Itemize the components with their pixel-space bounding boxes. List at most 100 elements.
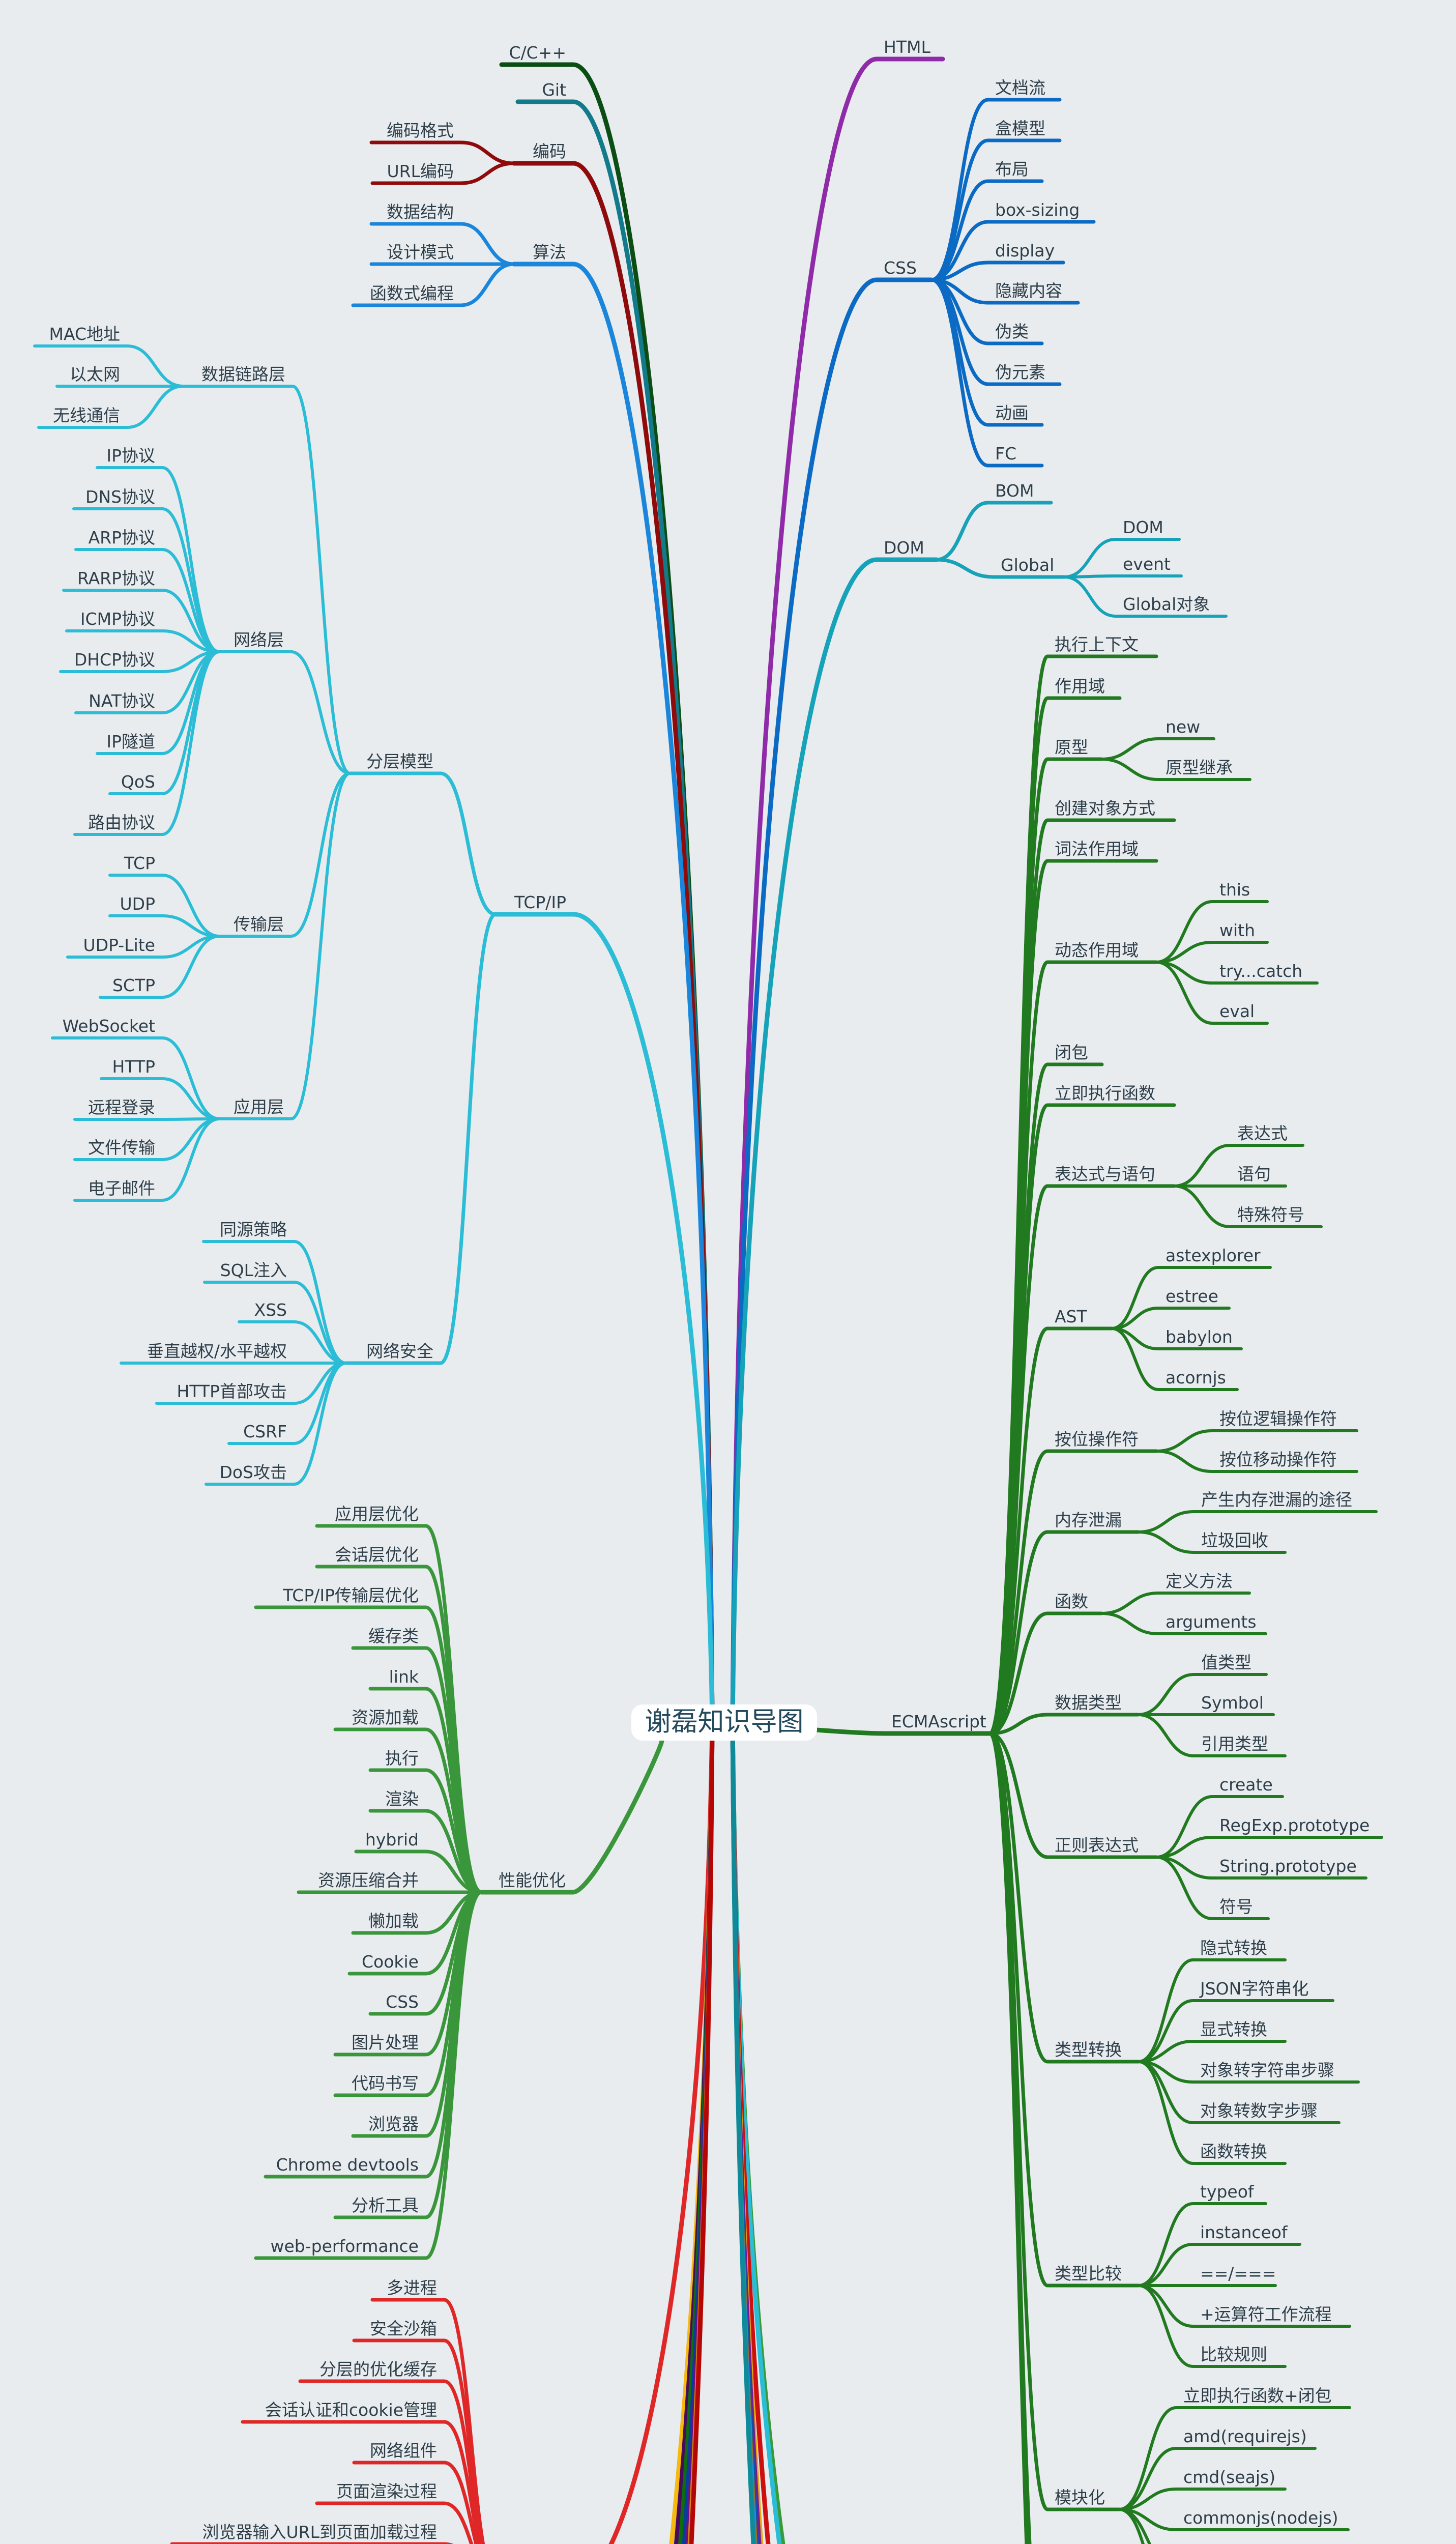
node-label-app3[interactable]: 远程登录	[88, 1097, 155, 1117]
node-label-es163[interactable]: 显式转换	[1200, 2019, 1267, 2039]
node-label-br3[interactable]: 分层的优化缓存	[319, 2359, 437, 2379]
node-label-css9[interactable]: 动画	[995, 403, 1029, 423]
node-label-dom23[interactable]: Global对象	[1123, 594, 1210, 614]
node-label-es15[interactable]: 正则表达式	[1055, 1835, 1139, 1855]
node-label-es93[interactable]: 特殊符号	[1237, 1205, 1304, 1225]
node-label-es12[interactable]: 内存泄漏	[1055, 1510, 1122, 1530]
node-label-es154[interactable]: 符号	[1219, 1897, 1253, 1917]
node-label-css4[interactable]: box-sizing	[995, 200, 1080, 220]
node-label-br7[interactable]: 浏览器输入URL到页面加载过程	[202, 2522, 437, 2542]
node-label-es3[interactable]: 原型	[1055, 737, 1088, 757]
node-label-es2[interactable]: 作用域	[1055, 676, 1105, 696]
node-label-net2[interactable]: DNS协议	[85, 487, 155, 507]
node-label-es172[interactable]: instanceof	[1200, 2222, 1288, 2242]
node-label-tr2[interactable]: UDP	[120, 894, 155, 914]
node-label-es[interactable]: ECMAscript	[891, 1712, 986, 1731]
node-label-es63[interactable]: try...catch	[1219, 961, 1302, 981]
node-label-es17[interactable]: 类型比较	[1055, 2264, 1122, 2283]
node-label-css10[interactable]: FC	[995, 444, 1016, 464]
root-node[interactable]: 谢磊知识导图	[631, 1704, 817, 1741]
node-label-es92[interactable]: 语句	[1237, 1164, 1271, 1184]
node-label-perf17[interactable]: Chrome devtools	[276, 2155, 419, 2175]
node-label-es171[interactable]: typeof	[1200, 2182, 1255, 2202]
node-label-es175[interactable]: 比较规则	[1200, 2345, 1267, 2364]
node-label-tcp[interactable]: TCP/IP	[514, 892, 566, 912]
node-label-app4[interactable]: 文件传输	[88, 1138, 155, 1158]
node-label-perf18[interactable]: 分析工具	[352, 2195, 419, 2215]
node-label-dl[interactable]: 数据链路层	[201, 364, 285, 384]
node-label-perf6[interactable]: 资源加载	[352, 1708, 419, 1727]
node-label-es153[interactable]: String.prototype	[1219, 1856, 1357, 1876]
node-label-perf14[interactable]: 图片处理	[352, 2033, 419, 2052]
node-label-es183[interactable]: cmd(seajs)	[1183, 2467, 1275, 2487]
node-label-html[interactable]: HTML	[884, 37, 930, 57]
node-label-es112[interactable]: 按位移动操作符	[1219, 1450, 1337, 1469]
node-label-app[interactable]: 应用层	[234, 1097, 284, 1117]
node-label-css2[interactable]: 盒模型	[995, 119, 1045, 138]
node-label-br4[interactable]: 会话认证和cookie管理	[265, 2400, 437, 2420]
node-label-perf2[interactable]: 会话层优化	[335, 1545, 419, 1565]
node-label-es161[interactable]: 隐式转换	[1200, 1938, 1267, 1958]
node-label-dom22[interactable]: event	[1123, 554, 1171, 574]
node-label-tr3[interactable]: UDP-Lite	[83, 935, 155, 955]
node-label-br2[interactable]: 安全沙箱	[370, 2319, 437, 2338]
node-label-layer[interactable]: 分层模型	[366, 751, 433, 771]
node-label-es162[interactable]: JSON字符串化	[1199, 1979, 1308, 1999]
node-label-dom[interactable]: DOM	[884, 538, 924, 558]
node-label-perf1[interactable]: 应用层优化	[335, 1504, 419, 1524]
node-label-git[interactable]: Git	[542, 80, 566, 100]
node-label-net6[interactable]: DHCP协议	[74, 650, 155, 670]
node-label-es102[interactable]: estree	[1166, 1286, 1218, 1306]
node-label-alg2[interactable]: 设计模式	[387, 242, 454, 262]
node-label-enc1[interactable]: 编码格式	[387, 121, 454, 140]
node-label-es91[interactable]: 表达式	[1237, 1123, 1288, 1143]
node-label-css[interactable]: CSS	[884, 258, 917, 278]
node-label-perf8[interactable]: 渲染	[385, 1789, 419, 1809]
node-label-perf16[interactable]: 浏览器	[368, 2114, 419, 2134]
node-label-br1[interactable]: 多进程	[387, 2278, 437, 2298]
node-label-es141[interactable]: 值类型	[1201, 1653, 1251, 1672]
node-label-es111[interactable]: 按位逻辑操作符	[1219, 1409, 1337, 1429]
node-label-tr1[interactable]: TCP	[124, 853, 155, 873]
node-label-alg[interactable]: 算法	[533, 242, 566, 262]
node-label-es16[interactable]: 类型转换	[1055, 2040, 1122, 2060]
node-label-es184[interactable]: commonjs(nodejs)	[1183, 2508, 1338, 2528]
node-label-perf11[interactable]: 懒加载	[368, 1911, 419, 1931]
node-label-es121[interactable]: 产生内存泄漏的途径	[1201, 1490, 1352, 1510]
node-label-es11[interactable]: 按位操作符	[1055, 1429, 1139, 1449]
node-label-es173[interactable]: ==/===	[1200, 2264, 1276, 2283]
node-label-net[interactable]: 网络层	[234, 630, 284, 650]
node-label-es152[interactable]: RegExp.prototype	[1219, 1815, 1370, 1835]
node-label-dl3[interactable]: 无线通信	[53, 406, 120, 425]
node-label-app2[interactable]: HTTP	[112, 1057, 155, 1077]
node-label-sec7[interactable]: DoS攻击	[219, 1462, 287, 1482]
node-label-css7[interactable]: 伪类	[995, 322, 1029, 341]
node-label-es164[interactable]: 对象转字符串步骤	[1200, 2060, 1334, 2080]
node-label-dom2[interactable]: Global	[1001, 555, 1054, 575]
node-label-es103[interactable]: babylon	[1166, 1327, 1233, 1347]
node-label-dom1[interactable]: BOM	[995, 481, 1034, 501]
node-label-perf19[interactable]: web-performance	[271, 2236, 419, 2256]
node-label-es182[interactable]: amd(requirejs)	[1183, 2426, 1307, 2446]
node-label-perf7[interactable]: 执行	[385, 1748, 419, 1768]
node-label-app1[interactable]: WebSocket	[63, 1016, 155, 1036]
node-label-tr[interactable]: 传输层	[234, 914, 284, 934]
node-label-css5[interactable]: display	[995, 241, 1055, 261]
node-label-es166[interactable]: 函数转换	[1200, 2142, 1267, 2161]
node-label-enc[interactable]: 编码	[533, 141, 566, 161]
node-label-net9[interactable]: QoS	[121, 772, 155, 792]
node-label-es131[interactable]: 定义方法	[1166, 1571, 1233, 1591]
node-label-net10[interactable]: 路由协议	[88, 813, 155, 832]
node-label-es174[interactable]: +运算符工作流程	[1200, 2304, 1332, 2324]
node-label-perf5[interactable]: link	[389, 1667, 419, 1687]
node-label-es31[interactable]: new	[1166, 717, 1200, 737]
node-label-alg3[interactable]: 函数式编程	[370, 283, 454, 303]
node-label-es14[interactable]: 数据类型	[1055, 1693, 1122, 1713]
node-label-es61[interactable]: this	[1219, 880, 1250, 900]
node-label-alg1[interactable]: 数据结构	[387, 202, 454, 222]
node-label-app5[interactable]: 电子邮件	[88, 1178, 155, 1198]
node-label-sec[interactable]: 网络安全	[366, 1341, 433, 1361]
node-label-dl1[interactable]: MAC地址	[49, 324, 120, 344]
node-label-es122[interactable]: 垃圾回收	[1201, 1530, 1268, 1550]
node-label-es6[interactable]: 动态作用域	[1055, 940, 1139, 960]
